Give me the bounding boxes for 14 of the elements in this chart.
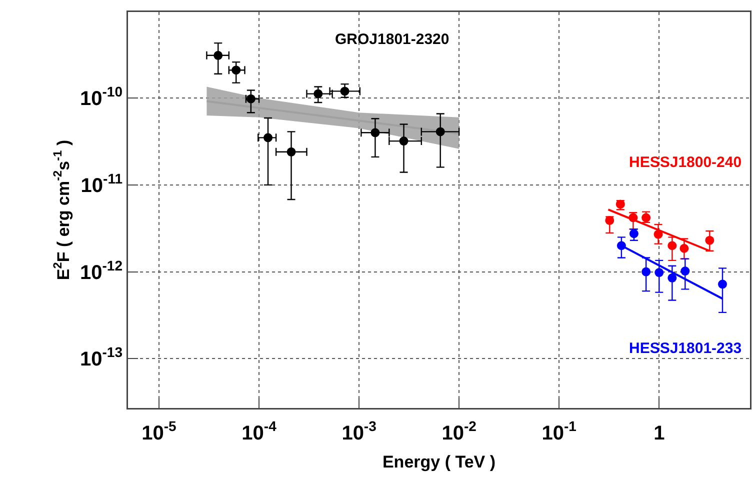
- text: HESSJ1801-233: [629, 340, 742, 357]
- x-tick-label: 10$^{-2}$: [442, 418, 477, 444]
- series-label: HESSJ1800-240: [629, 154, 742, 171]
- x-tick-label: 1: [654, 422, 665, 444]
- x-tick-label: 10$^{-4}$: [242, 418, 277, 444]
- y-tick-label: 10$^{-10}$: [80, 84, 123, 110]
- text: GROJ1801-2320: [335, 31, 450, 48]
- x-tick-label: 10$^{-5}$: [142, 418, 177, 444]
- y-tick-label: 10$^{-13}$: [80, 344, 123, 371]
- x-axis-title: Energy ( TeV ): [382, 452, 496, 472]
- x-tick-label: 10$^{-3}$: [342, 418, 377, 444]
- y-tick-label: 10$^{-12}$: [80, 257, 123, 284]
- x-tick-label: 10$^{-1}$: [542, 418, 577, 444]
- y-tick-label: 10$^{-11}$: [80, 170, 123, 197]
